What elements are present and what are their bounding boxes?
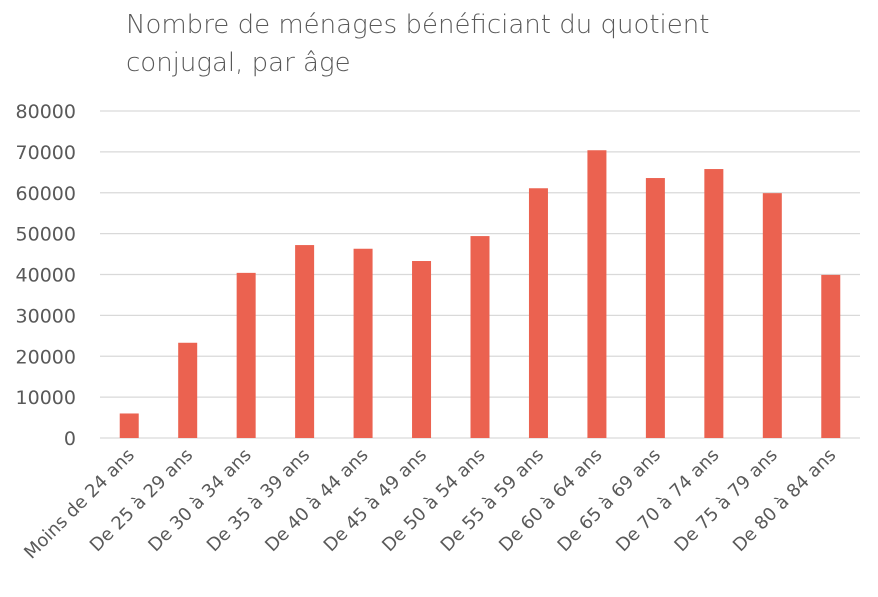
bar: [119, 413, 139, 438]
y-tick-label: 50000: [16, 224, 76, 246]
bar: [704, 169, 724, 439]
x-tick-label: De 35 à 39 ans: [203, 445, 314, 556]
x-tick-label: De 50 à 54 ans: [378, 445, 489, 556]
x-tick-label: De 55 à 59 ans: [437, 445, 548, 556]
y-tick-label: 70000: [16, 142, 76, 164]
x-tick-label: Moins de 24 ans: [20, 445, 139, 564]
bar: [587, 150, 607, 439]
chart-title: Nombre de ménages bénéficiant du quotien…: [126, 10, 710, 78]
bar: [821, 274, 841, 438]
y-tick-label: 30000: [16, 305, 76, 327]
x-tick-label: De 65 à 69 ans: [554, 445, 665, 556]
bar: [178, 342, 198, 438]
x-tick-label: De 60 à 64 ans: [495, 445, 606, 556]
bar: [645, 178, 665, 438]
x-tick-label: De 70 à 74 ans: [612, 445, 723, 556]
bar: [412, 261, 432, 438]
x-tick-label: De 75 à 79 ans: [670, 445, 781, 556]
x-tick-label: De 45 à 49 ans: [320, 445, 431, 556]
bar: [528, 188, 548, 438]
y-tick-label: 80000: [16, 101, 76, 123]
y-tick-label: 20000: [16, 346, 76, 368]
x-tick-label: De 80 à 84 ans: [729, 445, 840, 556]
x-tick-label: De 25 à 29 ans: [86, 445, 197, 556]
bar: [295, 245, 315, 438]
bar: [236, 272, 256, 438]
y-tick-label: 10000: [16, 387, 76, 409]
y-tick-label: 40000: [16, 265, 76, 287]
y-tick-label: 0: [64, 428, 76, 450]
bar: [470, 236, 490, 438]
x-tick-label: De 30 à 34 ans: [144, 445, 255, 556]
y-tick-label: 60000: [16, 183, 76, 205]
bar: [762, 193, 782, 438]
x-tick-label: De 40 à 44 ans: [261, 445, 372, 556]
bar: [353, 248, 373, 438]
